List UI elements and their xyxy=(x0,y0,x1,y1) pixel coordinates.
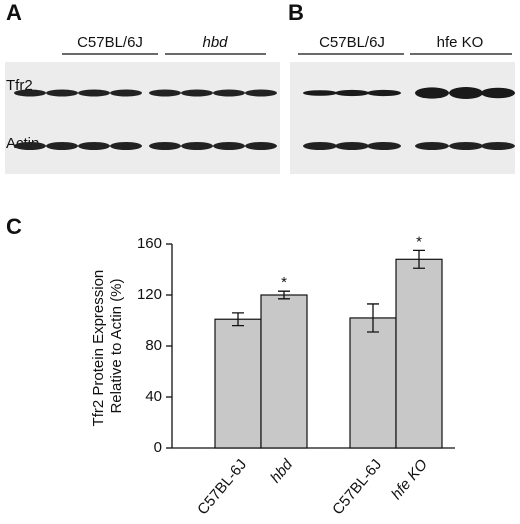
bar xyxy=(395,258,443,449)
band xyxy=(367,89,401,97)
band xyxy=(367,142,401,150)
bar xyxy=(349,317,397,449)
band xyxy=(303,142,337,150)
panel-label: C xyxy=(6,214,22,239)
band xyxy=(481,142,515,150)
band xyxy=(213,142,245,150)
y-tick-label: 0 xyxy=(154,439,162,456)
x-tick-label: hfe KO xyxy=(388,456,431,503)
band xyxy=(415,87,449,99)
group-label: C57BL/6J xyxy=(77,34,143,51)
band xyxy=(14,142,46,150)
y-axis-label-line: Tfr2 Protein Expression xyxy=(90,270,107,427)
error-bar xyxy=(278,290,290,300)
bands xyxy=(14,87,515,150)
panel-label: A xyxy=(6,0,22,25)
group-label: C57BL/6J xyxy=(319,34,385,51)
error-bar xyxy=(367,303,379,333)
band xyxy=(245,89,277,97)
band xyxy=(46,142,78,150)
error-bar xyxy=(232,312,244,327)
bar xyxy=(214,318,262,449)
error-bar xyxy=(413,249,425,269)
group-label: hfe KO xyxy=(437,34,484,51)
y-tick-label: 40 xyxy=(145,388,162,405)
significance: * xyxy=(416,233,422,250)
band xyxy=(149,89,181,97)
band xyxy=(335,142,369,150)
band xyxy=(213,89,245,97)
band xyxy=(46,89,78,97)
band xyxy=(149,142,181,150)
band xyxy=(449,142,483,150)
blot-a xyxy=(5,62,280,174)
y-axis-label-line: Relative to Actin (%) xyxy=(108,278,125,413)
band xyxy=(181,142,213,150)
band xyxy=(335,89,369,97)
band xyxy=(449,87,483,99)
y-axis-label: Tfr2 Protein Expression Relative to Acti… xyxy=(90,266,125,427)
x-tick-label: hbd xyxy=(267,456,297,487)
bar xyxy=(260,294,308,449)
x-tick-label: C57BL-6J xyxy=(194,456,250,518)
band xyxy=(78,142,110,150)
band xyxy=(481,87,515,99)
band xyxy=(245,142,277,150)
band xyxy=(110,142,142,150)
blot-b xyxy=(290,62,515,174)
band xyxy=(303,90,337,96)
panel-label: B xyxy=(288,0,304,25)
band xyxy=(14,89,46,97)
y-tick-label: 120 xyxy=(137,286,162,303)
band xyxy=(78,89,110,97)
band xyxy=(415,142,449,150)
x-tick-label: C57BL-6J xyxy=(329,456,385,518)
band xyxy=(181,89,213,97)
significance: * xyxy=(281,274,287,291)
band xyxy=(110,89,142,97)
group-label: hbd xyxy=(202,34,228,51)
y-tick-label: 160 xyxy=(137,235,162,252)
y-tick-label: 80 xyxy=(145,337,162,354)
